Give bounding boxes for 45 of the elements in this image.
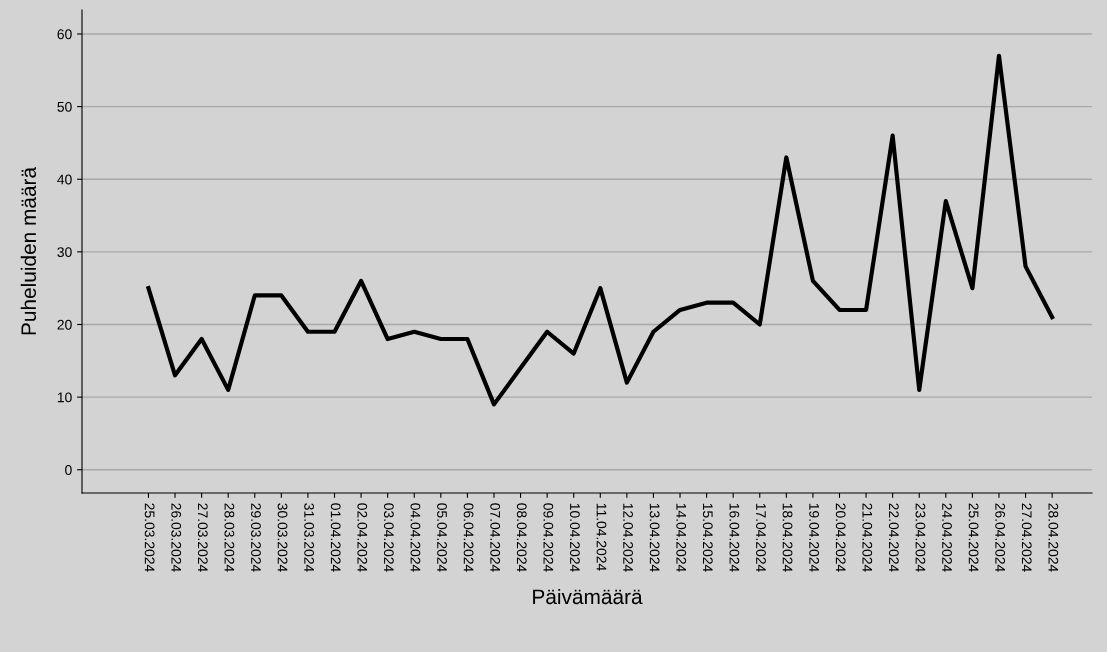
y-tick-label: 20 [57,319,72,330]
x-tick-label: 19.04.2024 [809,503,820,572]
x-tick-label: 29.03.2024 [251,503,261,572]
x-tick-label: 31.03.2024 [304,503,315,572]
x-tick-label: 12.04.2024 [623,503,633,572]
y-tick-label: 10 [57,392,72,403]
x-tick-label: 23.04.2024 [915,503,926,572]
y-tick-label: 40 [57,174,72,185]
x-tick-label: 11.04.2024 [596,503,607,571]
x-axis-title: Päivämäärä [533,588,643,605]
x-tick-label: 06.04.2024 [463,503,474,572]
x-tick-label: 03.04.2024 [383,503,394,572]
x-tick-label: 26.03.2024 [171,503,182,572]
x-tick-label: 09.04.2024 [543,503,554,572]
x-tick-label: 10.04.2024 [569,503,580,572]
x-tick-label: 28.04.2024 [1048,503,1059,572]
y-tick-label: 0 [65,465,72,475]
x-tick-label: 30.03.2024 [277,503,288,572]
x-tick-label: 04.04.2024 [410,503,421,572]
y-tick-label: 30 [57,247,72,258]
x-tick-label: 07.04.2024 [490,503,501,572]
x-tick-label: 22.04.2024 [888,503,899,572]
x-tick-label: 25.03.2024 [144,503,155,572]
y-tick-label: 60 [57,29,72,40]
x-tick-label: 02.04.2024 [357,503,368,572]
x-tick-label: 28.03.2024 [224,503,235,572]
y-tick-label: 50 [57,101,72,112]
y-axis-title: Puheluiden määrä [20,166,37,335]
line-series [146,53,1055,407]
x-tick-label: 26.04.2024 [995,503,1006,572]
x-tick-label: 21.04.2024 [862,503,873,572]
x-tick-label: 27.03.2024 [197,503,208,572]
x-tick-label: 13.04.2024 [649,503,660,572]
x-tick-label: 27.04.2024 [1021,503,1032,572]
x-tick-label: 16.04.2024 [729,503,740,572]
x-tick-label: 08.04.2024 [516,503,527,572]
x-tick-label: 05.04.2024 [437,503,447,572]
x-tick-label: 01.04.2024 [330,503,341,572]
x-tick-label: 17.04.2024 [756,503,766,572]
x-tick-label: 18.04.2024 [782,503,793,572]
x-tick-label: 25.04.2024 [968,503,979,572]
x-tick-label: 14.04.2024 [676,503,687,572]
x-tick-label: 24.04.2024 [942,503,952,572]
x-tick-label: 15.04.2024 [702,503,713,572]
x-tick-label: 20.04.2024 [835,503,846,572]
